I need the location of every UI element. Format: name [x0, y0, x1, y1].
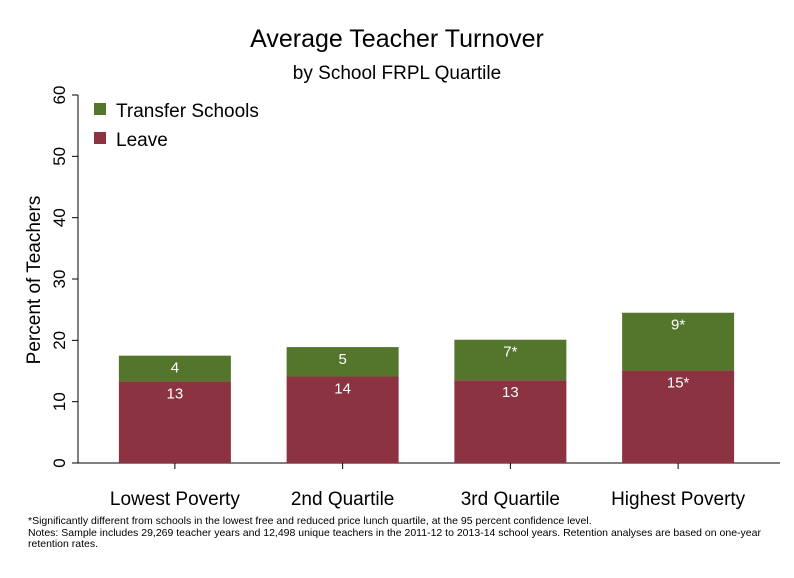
- bar-value-label: 13: [167, 385, 184, 402]
- x-tick-label: Lowest Poverty: [110, 489, 240, 510]
- chart-notes: *Significantly different from schools in…: [28, 515, 788, 551]
- y-tick-label: 50: [50, 147, 69, 166]
- chart-subtitle: by School FRPL Quartile: [293, 63, 501, 84]
- y-tick-label: 10: [50, 392, 69, 411]
- bar-value-label: 14: [334, 381, 351, 398]
- bar-transfer-schools: [622, 312, 735, 371]
- x-tick-label: Highest Poverty: [611, 489, 746, 510]
- bars: 13 4 14 5 13 7* 15* 9*: [118, 312, 735, 463]
- significance-note: *Significantly different from schools in…: [28, 515, 592, 527]
- sample-note: Notes: Sample includes 29,269 teacher ye…: [28, 526, 761, 550]
- bar-value-label: 7*: [503, 344, 517, 361]
- x-tick-label: 2nd Quartile: [291, 489, 395, 510]
- legend-swatch-transfer: [94, 103, 106, 115]
- bar-value-label: 5: [338, 351, 346, 368]
- bar-leave: [622, 370, 735, 463]
- chart-title: Average Teacher Turnover: [250, 25, 544, 53]
- y-axis: 0 10 20 30 40 50 60: [50, 86, 79, 468]
- bar-value-label: 15*: [667, 374, 690, 391]
- x-axis: Lowest Poverty 2nd Quartile 3rd Quartile Hi…: [78, 462, 780, 510]
- bar-transfer-schools: [286, 347, 399, 377]
- bar-value-label: 9*: [671, 317, 685, 334]
- bar-leave: [118, 381, 231, 463]
- stacked-bar-chart: Average Teacher Turnover by School FRPL …: [24, 25, 780, 510]
- y-tick-label: 60: [50, 86, 69, 105]
- y-tick-label: 40: [50, 208, 69, 227]
- y-tick-label: 20: [50, 331, 69, 350]
- legend-label-transfer: Transfer Schools: [116, 101, 259, 122]
- bar-leave: [454, 380, 567, 463]
- legend: Transfer Schools Leave: [94, 101, 259, 151]
- y-tick-label: 0: [50, 458, 69, 467]
- bar-value-label: 13: [502, 384, 519, 401]
- bar-value-label: 4: [171, 360, 179, 377]
- x-tick-label: 3rd Quartile: [461, 489, 560, 510]
- legend-label-leave: Leave: [116, 130, 168, 151]
- y-axis-label: Percent of Teachers: [24, 196, 45, 365]
- bar-transfer-schools: [118, 355, 231, 382]
- y-tick-label: 30: [50, 270, 69, 289]
- bar-transfer-schools: [454, 339, 567, 381]
- legend-swatch-leave: [94, 132, 106, 144]
- bar-leave: [286, 376, 399, 463]
